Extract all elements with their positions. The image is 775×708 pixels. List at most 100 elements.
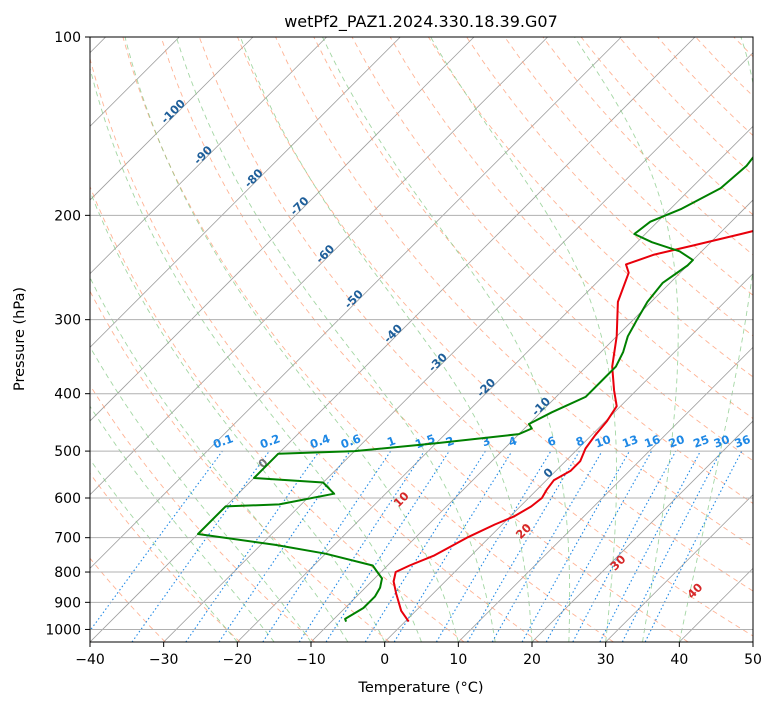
mixing-ratio-label: 0.2 (258, 431, 282, 451)
y-tick-label: 400 (54, 387, 81, 403)
isotherm-label: 0 (540, 465, 556, 481)
pressure-gridlines (90, 36, 753, 630)
mixing-ratio-line (298, 450, 425, 642)
x-tick-label: 50 (744, 652, 762, 668)
x-tick-label: 0 (380, 652, 389, 668)
mixing-ratio-line (262, 450, 392, 642)
dry-adiabat-line (275, 37, 753, 548)
moist-adiabat-line (175, 37, 496, 642)
dry-adiabat-line (198, 37, 753, 637)
mixing-ratio-line (644, 450, 743, 642)
mixing-ratio-line (435, 450, 552, 642)
isotherm-line (310, 199, 753, 642)
mixing-ratio-line (521, 450, 630, 642)
chart-title: wetPf2_PAZ1.2024.330.18.39.G07 (284, 12, 558, 32)
isotherm-line (237, 125, 753, 642)
isotherm-labels: -100-90-80-70-60-50-40-30-20-1003040 (0, 0, 556, 481)
mixing-ratio-label: 1.5 (413, 431, 437, 451)
dry-adiabat-line (428, 37, 753, 378)
x-axis: −40 −30 −20 −10 0 10 20 30 40 50 (75, 642, 762, 668)
dry-adiabat-line (542, 37, 753, 256)
mixing-ratio-label: 3 (480, 433, 492, 449)
y-tick-label: 600 (54, 491, 81, 507)
isotherm-label: -50 (341, 287, 366, 312)
y-tick-label: 300 (54, 313, 81, 329)
isotherm-label: -10 (529, 394, 554, 419)
mixing-ratio-labels: 0.1 0.2 0.4 0.6 1 1.5 2 3 4 6 8 10 13 16 20 25 30 36 (211, 431, 752, 451)
mixing-ratio-label: 25 (691, 432, 711, 451)
dry-adiabat-line (389, 37, 753, 420)
mixing-ratio-line (131, 450, 270, 642)
y-axis-label: Pressure (hPa) (12, 287, 28, 391)
dry-adiabat-line (90, 56, 540, 642)
moist-adiabat-line (430, 37, 617, 642)
isotherm-line (679, 567, 753, 642)
y-tick-label: 200 (54, 208, 81, 224)
x-tick-label: −10 (296, 652, 326, 668)
moist-adiabat-line (90, 276, 349, 642)
isotherm-label: -70 (287, 194, 312, 219)
mixing-ratio-label: 8 (574, 433, 586, 449)
mixing-ratio-label: 13 (620, 432, 640, 451)
dry-adiabat-line (90, 557, 166, 642)
mixing-ratio-label: 10 (593, 432, 613, 451)
mixing-ratio-label: 0.4 (308, 431, 332, 451)
y-tick-label: 1000 (45, 622, 81, 638)
x-tick-label: 10 (449, 652, 467, 668)
y-tick-label: 900 (54, 595, 81, 611)
isotherm-line (458, 346, 753, 642)
mixing-ratio-label: 36 (733, 432, 753, 451)
isotherm-label: -20 (474, 375, 499, 400)
isotherm-line (90, 37, 327, 275)
isotherm-line (752, 641, 753, 642)
isotherm-line (90, 37, 622, 569)
dry-adiabat-line (351, 37, 753, 462)
dewpoint-profile-line (197, 155, 753, 622)
dry-adiabat-line (90, 290, 390, 642)
mixing-ratio-label: 0.1 (211, 431, 235, 451)
dry-adiabat-line (160, 37, 689, 642)
isotherm-line (90, 37, 401, 348)
y-tick-label: 800 (54, 565, 81, 581)
x-tick-label: 20 (523, 652, 541, 668)
dry-adiabat-line (466, 37, 753, 337)
isotherm-line (90, 37, 548, 496)
moist-adiabat-line (90, 190, 386, 642)
dry-adiabat-line (122, 37, 614, 642)
dry-adiabat-line (657, 37, 753, 137)
mixing-ratio-label: 0.6 (339, 431, 363, 451)
mixing-ratio-label: 16 (642, 432, 662, 451)
isotherm-line (531, 420, 753, 642)
moist-adiabat-line (90, 66, 422, 642)
isotherm-label: 40 (0, 0, 8, 3)
x-axis-label: Temperature (°C) (357, 680, 483, 696)
dry-adiabat-line (90, 384, 315, 642)
isotherm-line (163, 52, 753, 642)
background-lines (90, 37, 753, 642)
mixing-ratio-line (621, 450, 722, 642)
mixing-ratio-label: 6 (545, 433, 557, 449)
isotherm-label: -100 (158, 96, 188, 126)
x-tick-label: 40 (670, 652, 688, 668)
mixing-ratio-line (393, 450, 513, 642)
isotherm-label: -60 (313, 242, 338, 267)
mixing-ratio-line (90, 450, 223, 632)
temperature-profile-line (392, 230, 753, 623)
x-tick-label: −30 (149, 652, 179, 668)
mixing-ratio-label: 30 (712, 432, 732, 451)
isotherm-label: 30 (0, 0, 8, 3)
moist-adiabat-line (90, 345, 312, 642)
plot-frame (89, 36, 754, 643)
moist-adiabat-line (239, 37, 533, 642)
isotherm-line (90, 37, 475, 422)
isotherm-label: -90 (191, 143, 216, 168)
mixing-ratio-line (545, 450, 653, 642)
moist-adiabat-line (90, 405, 275, 642)
mixing-ratio-line (185, 450, 320, 642)
dry-adiabat-line (695, 37, 753, 97)
y-tick-label: 500 (54, 444, 81, 460)
mixing-ratio-line (325, 450, 450, 642)
moist-adiabat-line (90, 458, 238, 642)
moist-adiabat-label: 40 (684, 580, 705, 601)
